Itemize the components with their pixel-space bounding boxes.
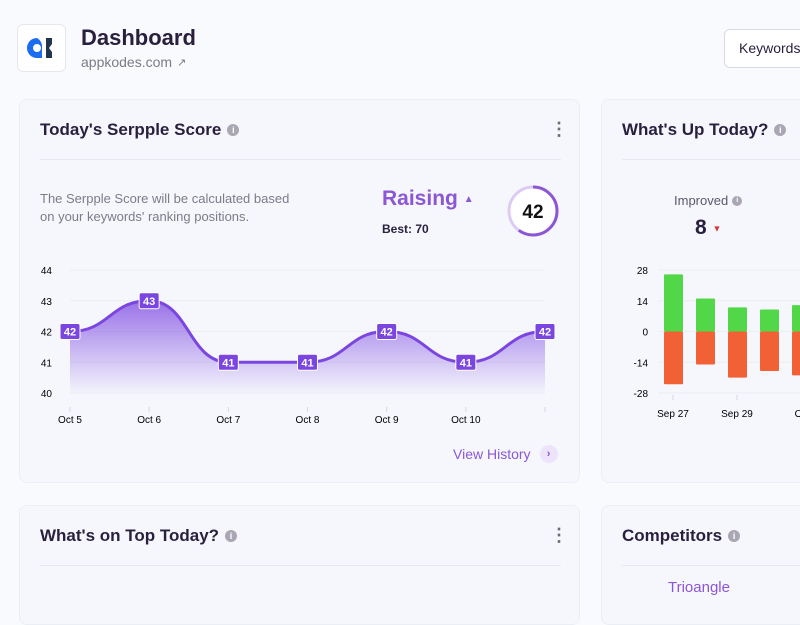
view-history-link[interactable]: View History › [453,445,558,463]
improved-label: Improved i [674,193,743,208]
data-point [376,323,398,340]
improved-bar [696,298,715,332]
divider [622,565,800,566]
card-title: What's Up Today? i [622,120,787,140]
data-label: 42 [539,327,551,339]
y-tick-label: 0 [642,328,648,339]
y-tick-label: -14 [634,358,649,369]
x-tick-label: Oc [795,409,800,420]
x-tick-label: Oct 8 [296,415,320,426]
x-tick-label: Sep 27 [657,409,689,420]
improved-count: 8 ▼ [695,216,722,239]
y-tick-label: -28 [634,389,649,400]
info-icon: i [732,195,743,206]
info-icon[interactable]: i [774,124,787,136]
declined-bar [664,331,683,385]
site-link[interactable]: appkodes.com ↗ [81,54,186,70]
y-tick-label: 14 [637,297,649,308]
card-title: Today's Serpple Score i [40,120,240,140]
improved-bar [664,274,683,332]
keywords-button[interactable]: Keywords [724,29,800,68]
score-ring-progress [507,185,559,237]
x-tick-label: Oct 7 [216,415,240,426]
whats-up-card: What's Up Today? i Improved i 8 ▼ [601,99,800,483]
improved-bar [792,305,800,332]
triangle-down-icon: ▼ [712,223,722,234]
chevron-right-icon: › [539,445,558,463]
y-tick-label: 44 [41,266,53,277]
y-tick-label: 28 [637,266,649,277]
improved-bar [728,307,747,332]
competitors-card: Competitors i Trioangle [601,505,800,625]
info-icon[interactable]: i [728,530,741,542]
best-score: Best: 70 [382,222,429,236]
area-fill [70,300,545,393]
divider [622,159,800,160]
declined-bar [728,331,747,378]
competitor-item[interactable]: Trioangle [668,579,730,596]
score-line-chart: 44 43 42 41 40 42 Oct 5 43 Oct 6 41 Oct 7 41 Oct 8 42… [41,266,556,426]
trend-label: Raising ▲ [382,187,474,210]
data-label: 42 [64,327,76,339]
serpple-score-card: Today's Serpple Score i ⋮ The Serpple Sco… [19,99,580,483]
x-tick-label: Sep 29 [721,409,753,420]
declined-bar [792,331,800,376]
declined-bar [760,331,779,372]
y-tick-label: 42 [41,328,53,339]
more-options-icon[interactable]: ⋮ [550,525,568,545]
app-logo [17,24,66,72]
declined-bar [696,331,715,365]
divider [40,565,561,566]
y-tick-label: 43 [41,297,53,308]
x-tick-label: Oct 10 [451,415,481,426]
x-tick-label: Oct 5 [58,415,82,426]
data-point [138,292,160,310]
card-title: Competitors i [622,526,741,546]
improved-bar [760,309,779,332]
data-label: 42 [381,327,393,339]
data-point [534,323,556,340]
y-tick-label: 40 [41,389,53,400]
info-icon[interactable]: i [227,124,240,136]
data-label: 41 [460,357,472,369]
data-point [455,353,477,371]
more-options-icon[interactable]: ⋮ [550,119,568,139]
y-tick-label: 41 [41,358,53,369]
page-title: Dashboard [81,25,196,50]
info-icon[interactable]: i [225,530,238,542]
score-value: 42 [522,202,543,223]
whats-on-top-card: What's on Top Today? i ⋮ [19,505,580,625]
site-domain: appkodes.com [81,54,173,70]
data-point [217,353,239,371]
card-title: What's on Top Today? i [40,526,238,546]
data-point [59,323,81,340]
triangle-up-icon: ▲ [463,193,474,205]
data-label: 43 [143,296,155,308]
data-point [297,353,318,371]
score-ring: 42 [507,185,559,237]
divider [40,159,561,160]
data-label: 41 [301,357,313,369]
external-link-icon: ↗ [177,56,187,69]
score-description: The Serpple Score will be calculated bas… [40,191,290,224]
whats-up-bar-chart: 28 14 0 -14 -28 Sep 27 Sep 29 Oc [634,266,800,420]
data-label: 41 [222,357,234,369]
x-tick-label: Oct 6 [137,415,161,426]
x-tick-label: Oct 9 [375,415,399,426]
